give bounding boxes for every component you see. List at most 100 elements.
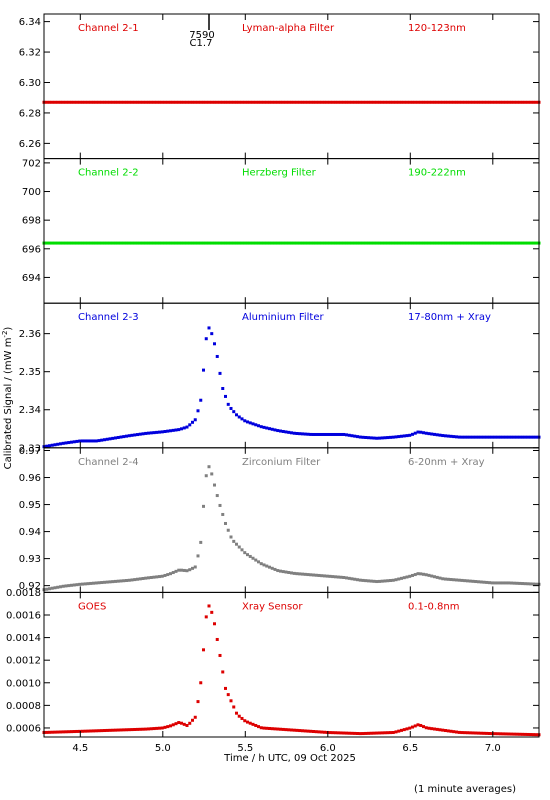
data-point — [353, 434, 357, 438]
data-point — [518, 100, 522, 104]
data-point — [136, 241, 139, 245]
data-point — [119, 241, 123, 245]
data-point — [86, 582, 90, 586]
data-point — [215, 494, 219, 498]
data-point — [125, 728, 128, 732]
data-point — [138, 100, 142, 104]
data-point — [180, 721, 183, 725]
data-point — [358, 732, 362, 736]
data-point — [482, 435, 486, 439]
data-point — [493, 732, 497, 736]
data-point — [518, 241, 522, 245]
data-point — [452, 435, 456, 439]
data-point — [526, 732, 530, 736]
data-point — [193, 715, 197, 719]
data-point — [523, 732, 527, 736]
data-point — [158, 241, 161, 245]
data-point — [496, 435, 500, 439]
data-point — [270, 241, 274, 245]
data-point — [166, 725, 170, 729]
data-point — [78, 439, 82, 443]
data-point — [334, 241, 337, 245]
data-point — [67, 584, 71, 588]
data-point — [314, 241, 318, 245]
data-point — [336, 575, 340, 579]
data-point — [119, 579, 123, 583]
data-point — [67, 441, 71, 445]
data-point — [191, 718, 194, 722]
data-point — [141, 241, 145, 245]
data-point — [416, 241, 420, 245]
data-point — [413, 573, 417, 577]
data-point — [114, 436, 117, 440]
data-point — [136, 727, 139, 731]
data-point — [103, 580, 106, 584]
data-point — [477, 435, 480, 439]
data-point — [122, 579, 126, 583]
data-point — [298, 100, 302, 104]
y-tick-label: 0.0006 — [6, 723, 41, 734]
data-point — [466, 731, 469, 735]
data-point — [290, 241, 293, 245]
data-point — [86, 729, 90, 733]
data-point — [411, 241, 414, 245]
data-point — [152, 575, 156, 579]
data-point — [169, 572, 172, 576]
data-point — [45, 241, 49, 245]
data-point — [438, 100, 442, 104]
data-point — [215, 100, 219, 104]
data-point — [515, 732, 519, 736]
data-point — [466, 100, 469, 104]
data-point — [100, 438, 104, 442]
data-point — [345, 433, 348, 437]
data-point — [232, 100, 236, 104]
data-point — [345, 241, 348, 245]
data-point — [130, 578, 134, 582]
data-point — [490, 732, 494, 736]
data-point — [306, 573, 310, 577]
data-point — [235, 711, 238, 715]
data-point — [103, 438, 106, 442]
data-point — [185, 569, 189, 573]
data-point — [323, 730, 326, 734]
data-point — [380, 731, 384, 735]
data-point — [526, 241, 530, 245]
data-point — [518, 732, 522, 736]
data-point — [169, 724, 172, 728]
data-point — [287, 430, 291, 434]
panel-channel-label: Channel 2-3 — [78, 312, 139, 323]
data-point — [488, 435, 491, 439]
data-point — [185, 100, 189, 104]
data-point — [474, 731, 478, 735]
data-point — [424, 100, 428, 104]
data-point — [235, 413, 238, 417]
data-point — [213, 100, 216, 104]
data-point — [193, 565, 197, 569]
data-point — [251, 722, 255, 726]
y-tick-label: 6.30 — [19, 78, 41, 89]
data-point — [317, 241, 321, 245]
data-point — [89, 439, 93, 443]
data-point — [243, 100, 247, 104]
data-point — [199, 100, 203, 104]
data-point — [100, 729, 104, 733]
data-point — [468, 435, 472, 439]
data-point — [427, 100, 431, 104]
data-point — [342, 731, 346, 735]
data-point — [229, 699, 233, 703]
panel-5-frame — [43, 591, 540, 738]
data-point — [160, 574, 164, 578]
data-point — [490, 581, 494, 585]
data-point — [496, 241, 500, 245]
data-point — [320, 574, 324, 578]
data-point — [521, 582, 524, 586]
data-point — [204, 615, 208, 619]
data-point — [92, 241, 95, 245]
data-point — [152, 241, 156, 245]
data-point — [496, 100, 500, 104]
data-point — [119, 435, 123, 439]
data-point — [452, 100, 456, 104]
data-point — [50, 586, 54, 590]
data-point — [133, 578, 137, 582]
data-point — [127, 100, 131, 104]
